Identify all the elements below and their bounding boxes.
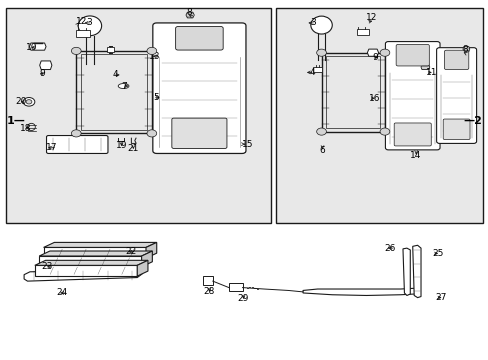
Text: 26: 26 bbox=[384, 244, 395, 253]
Bar bbox=[76, 51, 152, 134]
Bar bbox=[81, 54, 147, 130]
Polygon shape bbox=[462, 46, 469, 51]
Text: 13: 13 bbox=[149, 52, 160, 61]
Text: 4: 4 bbox=[113, 71, 118, 80]
FancyBboxPatch shape bbox=[436, 48, 476, 143]
Polygon shape bbox=[39, 256, 142, 267]
Text: 1—: 1— bbox=[6, 116, 25, 126]
Polygon shape bbox=[24, 270, 142, 281]
FancyBboxPatch shape bbox=[385, 41, 439, 150]
Bar bbox=[203, 276, 212, 285]
Text: 17: 17 bbox=[46, 143, 57, 152]
Text: 8: 8 bbox=[186, 8, 192, 17]
Text: 24: 24 bbox=[57, 288, 68, 297]
Bar bbox=[76, 30, 90, 37]
Text: 22: 22 bbox=[125, 247, 136, 256]
FancyBboxPatch shape bbox=[153, 23, 245, 153]
Bar bbox=[312, 67, 321, 72]
Bar bbox=[228, 283, 242, 291]
Text: 5: 5 bbox=[153, 93, 158, 102]
Polygon shape bbox=[39, 251, 152, 256]
Text: 7: 7 bbox=[122, 82, 127, 91]
Polygon shape bbox=[35, 265, 137, 276]
Polygon shape bbox=[412, 245, 420, 298]
FancyBboxPatch shape bbox=[442, 119, 469, 139]
Text: 3: 3 bbox=[310, 18, 316, 27]
Text: 4: 4 bbox=[308, 68, 314, 77]
Circle shape bbox=[379, 49, 389, 56]
Text: 19: 19 bbox=[116, 141, 127, 150]
Polygon shape bbox=[366, 49, 378, 56]
Polygon shape bbox=[35, 260, 148, 265]
Text: 10: 10 bbox=[26, 43, 37, 52]
Polygon shape bbox=[142, 251, 152, 267]
FancyBboxPatch shape bbox=[393, 123, 430, 146]
Text: 12: 12 bbox=[76, 17, 87, 26]
Text: 28: 28 bbox=[203, 287, 215, 296]
Polygon shape bbox=[40, 61, 52, 69]
Circle shape bbox=[71, 130, 81, 137]
Bar bbox=[276, 8, 483, 223]
Polygon shape bbox=[43, 242, 157, 247]
Polygon shape bbox=[402, 248, 409, 296]
Polygon shape bbox=[303, 288, 419, 296]
Circle shape bbox=[316, 49, 326, 56]
Text: —2: —2 bbox=[463, 116, 482, 126]
Text: 6: 6 bbox=[319, 145, 325, 154]
Polygon shape bbox=[137, 260, 148, 276]
FancyBboxPatch shape bbox=[395, 44, 428, 66]
Bar bbox=[5, 8, 271, 223]
Text: 25: 25 bbox=[431, 249, 443, 258]
Polygon shape bbox=[43, 247, 146, 258]
Text: 23: 23 bbox=[41, 262, 53, 271]
Text: 15: 15 bbox=[242, 140, 253, 149]
Polygon shape bbox=[29, 43, 46, 50]
Ellipse shape bbox=[310, 16, 331, 34]
Bar bbox=[321, 53, 384, 132]
Text: 9: 9 bbox=[40, 69, 45, 78]
Bar bbox=[356, 29, 368, 35]
Text: 21: 21 bbox=[127, 144, 139, 153]
Text: 11: 11 bbox=[425, 68, 436, 77]
Text: 29: 29 bbox=[237, 294, 249, 303]
Circle shape bbox=[147, 130, 157, 137]
Text: 18: 18 bbox=[20, 123, 31, 132]
Circle shape bbox=[147, 47, 157, 54]
Text: 20: 20 bbox=[15, 97, 26, 106]
Polygon shape bbox=[185, 12, 194, 18]
Circle shape bbox=[379, 128, 389, 135]
Text: 27: 27 bbox=[435, 293, 446, 302]
Circle shape bbox=[316, 128, 326, 135]
Text: 9: 9 bbox=[371, 53, 377, 62]
Text: 14: 14 bbox=[409, 150, 421, 159]
Text: 3: 3 bbox=[86, 18, 92, 27]
Polygon shape bbox=[146, 242, 157, 258]
Circle shape bbox=[71, 47, 81, 54]
Polygon shape bbox=[420, 64, 429, 69]
Text: 16: 16 bbox=[368, 94, 380, 103]
Text: 8: 8 bbox=[461, 45, 467, 54]
FancyBboxPatch shape bbox=[46, 135, 108, 153]
FancyBboxPatch shape bbox=[171, 118, 226, 148]
FancyBboxPatch shape bbox=[175, 27, 223, 50]
FancyBboxPatch shape bbox=[444, 50, 468, 69]
Ellipse shape bbox=[118, 84, 129, 89]
Ellipse shape bbox=[26, 100, 32, 104]
Text: 12: 12 bbox=[366, 13, 377, 22]
Bar bbox=[326, 56, 379, 128]
Bar bbox=[107, 47, 114, 51]
Ellipse shape bbox=[23, 98, 35, 106]
Ellipse shape bbox=[78, 16, 102, 36]
